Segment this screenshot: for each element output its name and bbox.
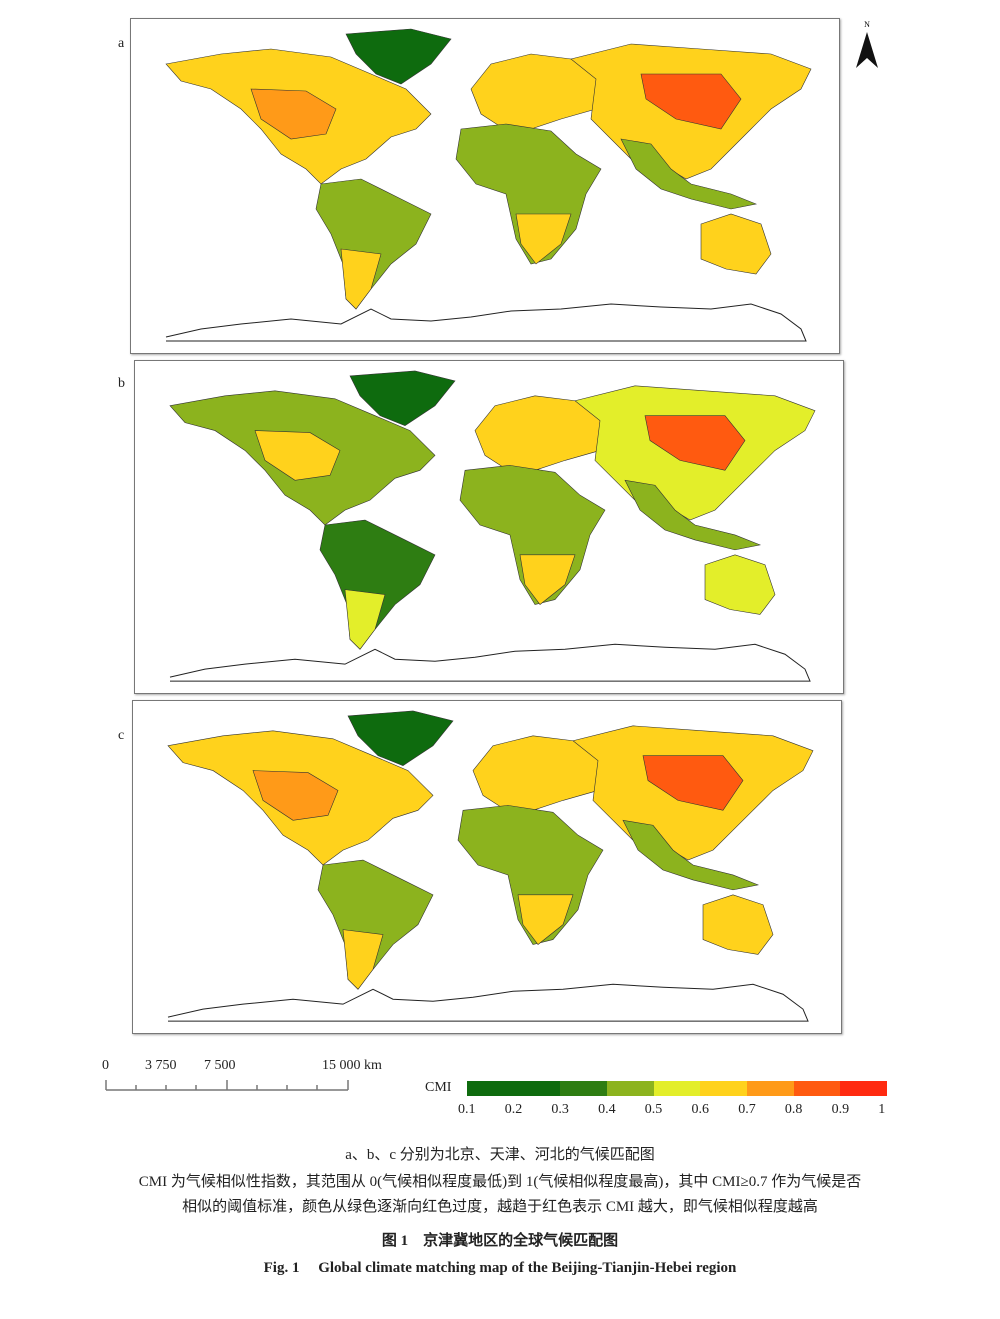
region-antarctica [169, 643, 811, 682]
north-arrow-icon: N [852, 18, 882, 73]
region-sa-south [342, 929, 384, 990]
region-south-america [315, 178, 432, 310]
scale-bar: 0 3 750 7 500 15 000 km [100, 1058, 400, 1098]
caption-note-1: a、b、c 分别为北京、天津、河北的气候匹配图 [345, 1147, 655, 1163]
region-na-hot [250, 88, 337, 140]
region-south-america [317, 859, 434, 990]
legend-tick: 0.6 [691, 1102, 710, 1117]
legend-swatch [793, 1081, 841, 1096]
legend-swatch [560, 1081, 608, 1096]
panel-label-c: c [118, 728, 125, 743]
map-panel-a [130, 18, 840, 354]
region-greenland [347, 710, 454, 766]
map-panel-b [134, 360, 844, 694]
region-australia [704, 554, 776, 615]
north-label: N [864, 20, 870, 29]
map-panel-c [132, 700, 842, 1034]
scale-tick-3: 15 000 [322, 1058, 361, 1073]
figure-title-en: Fig. 1 Global climate matching map of th… [263, 1260, 737, 1276]
panel-label-b: b [118, 376, 125, 391]
legend-swatch [513, 1081, 561, 1096]
legend-tick: 0.8 [784, 1102, 803, 1117]
region-na-hot [252, 770, 339, 821]
legend-swatch [840, 1081, 888, 1096]
region-na-hot [254, 430, 341, 481]
legend-title: CMI [425, 1080, 452, 1095]
scale-unit: km [364, 1058, 382, 1073]
region-greenland [345, 28, 452, 85]
region-africa-south [515, 213, 572, 265]
region-south-america [319, 519, 436, 650]
scale-tick-0: 0 [102, 1058, 109, 1073]
legend-swatch [747, 1081, 794, 1096]
region-asia-hot [642, 755, 744, 811]
legend-tick: 1 [878, 1102, 886, 1117]
legend-swatch [700, 1081, 748, 1096]
region-antarctica [167, 983, 809, 1022]
region-africa-south [519, 554, 576, 605]
legend-swatch [607, 1081, 654, 1096]
legend-tick: 0.2 [504, 1102, 523, 1117]
legend-tick: 0.5 [644, 1102, 663, 1117]
caption-note-2: CMI 为气候相似性指数，其范围从 0(气候相似程度最低)到 1(气候相似程度最… [138, 1174, 862, 1190]
legend-tick: 0.7 [738, 1102, 756, 1117]
scale-tick-1: 3 750 [145, 1058, 177, 1073]
scale-tick-2: 7 500 [204, 1058, 236, 1073]
cmi-legend: CMI 0.1 0.2 0.3 0.4 0.5 0.6 0.7 0.8 0.9 1 [425, 1078, 905, 1123]
panel-label-a: a [118, 36, 125, 51]
region-asia-south [624, 479, 762, 551]
legend-tick: 0.3 [551, 1102, 569, 1117]
region-sa-south [340, 248, 382, 310]
region-australia [700, 213, 772, 275]
region-antarctica [165, 303, 807, 342]
region-sa-south [344, 589, 386, 650]
figure-title-cn: 图 1 京津冀地区的全球气候匹配图 [381, 1233, 619, 1249]
legend-tick: 0.4 [598, 1102, 616, 1117]
region-africa-south [517, 894, 574, 945]
legend-swatch [653, 1081, 701, 1096]
caption-note-3: 相似的阈值标准，颜色从绿色逐渐向红色过度，越趋于红色表示 CMI 越大，即气候相… [182, 1199, 818, 1215]
region-australia [702, 894, 774, 955]
legend-tick: 0.1 [458, 1102, 476, 1117]
region-asia-hot [644, 415, 746, 471]
legend-swatch [467, 1081, 514, 1096]
region-asia-south [622, 819, 760, 891]
region-greenland [349, 370, 456, 426]
region-asia-south [620, 138, 758, 210]
region-asia-hot [640, 73, 742, 130]
legend-tick: 0.9 [831, 1102, 850, 1117]
